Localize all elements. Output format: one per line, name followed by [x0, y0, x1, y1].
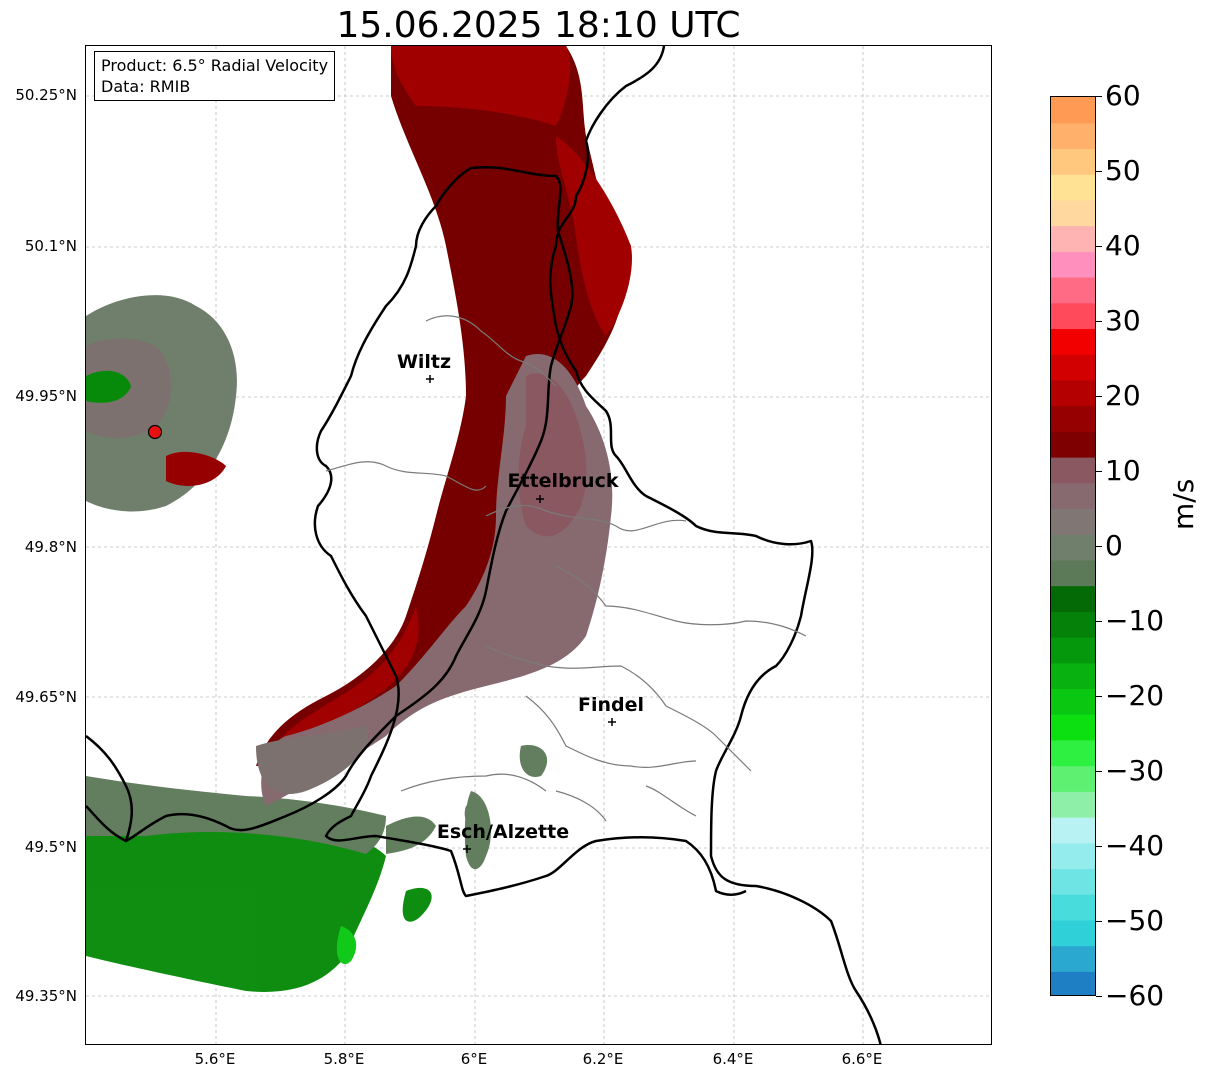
lon-tick: 6.4°E [712, 1050, 754, 1068]
country-border [86, 46, 882, 1044]
colorbar-tick-mark [1096, 471, 1102, 472]
colorbar-tick-mark [1096, 996, 1102, 997]
city-label-findel: Findel [577, 694, 645, 716]
colorbar-band [1051, 328, 1095, 355]
colorbar-band [1051, 662, 1095, 690]
colorbar-band [1051, 945, 1095, 972]
colorbar-band [1051, 611, 1095, 638]
colorbar-tick-mark [1096, 621, 1102, 622]
lat-tick: 50.1°N [24, 237, 77, 255]
colorbar-tick-mark [1096, 771, 1102, 772]
colorbar-band [1051, 431, 1095, 458]
lat-tick: 49.5°N [24, 838, 77, 856]
lat-tick: 50.25°N [15, 86, 77, 104]
colorbar-tick-label: −30 [1105, 754, 1165, 787]
colorbar-tick-label: 40 [1105, 229, 1141, 262]
colorbar-tick-mark [1096, 96, 1102, 97]
colorbar-tick-mark [1096, 321, 1102, 322]
colorbar-band [1051, 971, 1095, 995]
district-boundaries [325, 315, 807, 822]
colorbar-tick-mark [1096, 846, 1102, 847]
colorbar-band [1051, 97, 1095, 124]
colorbar-tick-mark [1096, 546, 1102, 547]
echo-radar-near-field [86, 295, 237, 512]
colorbar-tick-mark [1096, 246, 1102, 247]
radar-map[interactable] [85, 45, 992, 1045]
colorbar-band [1051, 379, 1095, 407]
colorbar-band [1051, 302, 1095, 330]
data-source-label: Data: RMIB [101, 77, 191, 96]
colorbar-tick-label: 30 [1105, 304, 1141, 337]
colorbar-tick-mark [1096, 921, 1102, 922]
colorbar-band [1051, 534, 1095, 561]
colorbar-tick-mark [1096, 171, 1102, 172]
colorbar-gradient [1051, 97, 1095, 995]
colorbar-band [1051, 122, 1095, 150]
colorbar-tick-label: −20 [1105, 679, 1165, 712]
lon-tick: 6°E [460, 1050, 488, 1068]
colorbar-band [1051, 817, 1095, 844]
echo-inbound-green [86, 745, 548, 992]
echo-outbound-red [256, 46, 632, 766]
colorbar-band [1051, 919, 1095, 947]
lon-tick: 5.6°E [194, 1050, 236, 1068]
colorbar-band [1051, 508, 1095, 535]
map-title: 15.06.2025 18:10 UTC [336, 5, 741, 46]
colorbar-tick-label: −60 [1105, 979, 1165, 1012]
colorbar-band [1051, 585, 1095, 612]
colorbar-band [1051, 354, 1095, 381]
lon-tick: 6.6°E [841, 1050, 883, 1068]
colorbar-band [1051, 791, 1095, 818]
colorbar-band [1051, 277, 1095, 304]
colorbar-tick-label: 60 [1105, 79, 1141, 112]
colorbar-tick-mark [1096, 396, 1102, 397]
colorbar-band [1051, 405, 1095, 432]
colorbar-tick-label: 20 [1105, 379, 1141, 412]
colorbar-band [1051, 482, 1095, 510]
colorbar-band [1051, 842, 1095, 870]
city-markers [426, 375, 616, 853]
radar-site-marker [147, 424, 163, 440]
city-label-esch-alzette: Esch/Alzette [436, 821, 570, 843]
colorbar-unit-label: m/s [1167, 478, 1200, 530]
colorbar-band [1051, 894, 1095, 921]
lon-tick: 5.8°E [323, 1050, 365, 1068]
radar-map-canvas [86, 46, 991, 1044]
lon-tick: 6.2°E [582, 1050, 624, 1068]
product-info-box: Product: 6.5° Radial Velocity Data: RMIB [94, 51, 336, 101]
colorbar-tick-label: 50 [1105, 154, 1141, 187]
colorbar-band [1051, 559, 1095, 587]
city-label-wiltz: Wiltz [396, 351, 452, 373]
colorbar-band [1051, 457, 1095, 484]
colorbar-band [1051, 765, 1095, 792]
colorbar-band [1051, 174, 1095, 201]
colorbar-band [1051, 637, 1095, 664]
colorbar-band [1051, 714, 1095, 741]
city-label-ettelbruck: Ettelbruck [507, 470, 619, 492]
colorbar-band [1051, 251, 1095, 278]
colorbar-tick-label: −40 [1105, 829, 1165, 862]
colorbar-band [1051, 199, 1095, 227]
colorbar-tick-label: 10 [1105, 454, 1141, 487]
lat-tick: 49.35°N [15, 987, 77, 1005]
colorbar-band [1051, 225, 1095, 252]
colorbar-band [1051, 868, 1095, 895]
lat-tick: 49.65°N [15, 688, 77, 706]
colorbar-tick-label: −10 [1105, 604, 1165, 637]
colorbar-tick-label: −50 [1105, 904, 1165, 937]
product-label: Product: 6.5° Radial Velocity [101, 56, 329, 75]
colorbar-tick-mark [1096, 696, 1102, 697]
colorbar-tick-label: 0 [1105, 529, 1123, 562]
echo-near-zero [256, 354, 613, 806]
colorbar-band [1051, 688, 1095, 715]
lat-tick: 49.8°N [24, 538, 77, 556]
lat-tick: 49.95°N [15, 387, 77, 405]
colorbar-band [1051, 148, 1095, 175]
colorbar-band [1051, 739, 1095, 767]
velocity-colorbar [1050, 96, 1096, 996]
